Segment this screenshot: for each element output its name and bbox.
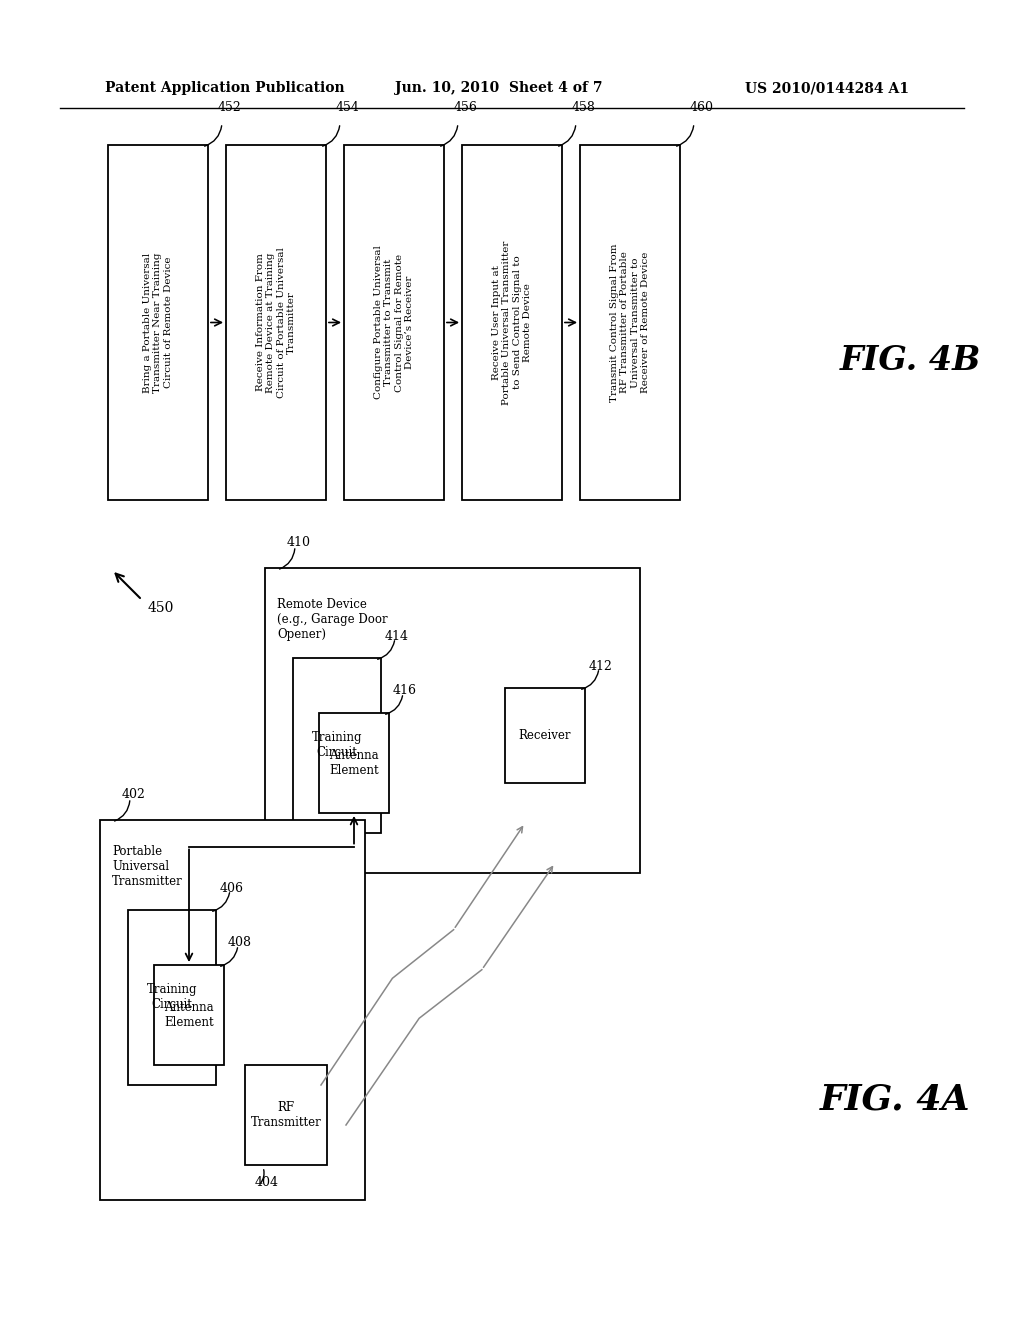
Bar bbox=[245, 1065, 327, 1166]
Text: Receiver: Receiver bbox=[519, 729, 571, 742]
Bar bbox=[226, 145, 326, 500]
Text: 402: 402 bbox=[122, 788, 145, 801]
Bar bbox=[505, 688, 585, 783]
Bar bbox=[319, 713, 389, 813]
Text: 408: 408 bbox=[228, 936, 252, 949]
Text: 416: 416 bbox=[393, 685, 417, 697]
Text: 454: 454 bbox=[336, 102, 359, 114]
Bar bbox=[108, 145, 208, 500]
Text: Jun. 10, 2010  Sheet 4 of 7: Jun. 10, 2010 Sheet 4 of 7 bbox=[395, 81, 602, 95]
Bar bbox=[462, 145, 562, 500]
Text: US 2010/0144284 A1: US 2010/0144284 A1 bbox=[745, 81, 909, 95]
Text: 412: 412 bbox=[589, 660, 613, 672]
Text: RF
Transmitter: RF Transmitter bbox=[251, 1101, 322, 1129]
Text: 406: 406 bbox=[220, 882, 244, 895]
Text: FIG. 4B: FIG. 4B bbox=[840, 343, 981, 376]
Text: Antenna
Element: Antenna Element bbox=[329, 748, 379, 777]
Bar bbox=[344, 145, 444, 500]
Text: 450: 450 bbox=[148, 601, 174, 615]
Bar bbox=[100, 820, 365, 1200]
Text: Patent Application Publication: Patent Application Publication bbox=[105, 81, 345, 95]
Bar bbox=[154, 965, 224, 1065]
Bar bbox=[128, 909, 216, 1085]
Text: Antenna
Element: Antenna Element bbox=[164, 1001, 214, 1030]
Bar bbox=[580, 145, 680, 500]
Text: FIG. 4A: FIG. 4A bbox=[820, 1082, 971, 1117]
Text: 458: 458 bbox=[572, 102, 596, 114]
Text: Bring a Portable Universal
Transmitter Near Training
Circuit of Remote Device: Bring a Portable Universal Transmitter N… bbox=[143, 252, 173, 393]
Text: Training
Circuit: Training Circuit bbox=[311, 731, 362, 759]
Text: 414: 414 bbox=[385, 630, 409, 643]
Text: Configure Portable Universal
Transmitter to Transmit
Control Signal for Remote
D: Configure Portable Universal Transmitter… bbox=[374, 246, 414, 400]
Text: 460: 460 bbox=[690, 102, 714, 114]
Text: Portable
Universal
Transmitter: Portable Universal Transmitter bbox=[112, 845, 182, 888]
Text: 452: 452 bbox=[218, 102, 242, 114]
Text: Transmit Control Signal From
RF Transmitter of Portable
Universal Transmitter to: Transmit Control Signal From RF Transmit… bbox=[610, 243, 650, 401]
Text: Training
Circuit: Training Circuit bbox=[146, 983, 198, 1011]
Text: Remote Device
(e.g., Garage Door
Opener): Remote Device (e.g., Garage Door Opener) bbox=[278, 598, 388, 642]
Text: Receive User Input at
Portable Universal Transmitter
to Send Control Signal to
R: Receive User Input at Portable Universal… bbox=[492, 240, 532, 405]
Text: 404: 404 bbox=[255, 1176, 279, 1189]
Text: Receive Information From
Remote Device at Training
Circuit of Portable Universal: Receive Information From Remote Device a… bbox=[256, 247, 296, 397]
Text: 410: 410 bbox=[287, 536, 311, 549]
Bar bbox=[265, 568, 640, 873]
Text: 456: 456 bbox=[454, 102, 478, 114]
Bar bbox=[293, 657, 381, 833]
